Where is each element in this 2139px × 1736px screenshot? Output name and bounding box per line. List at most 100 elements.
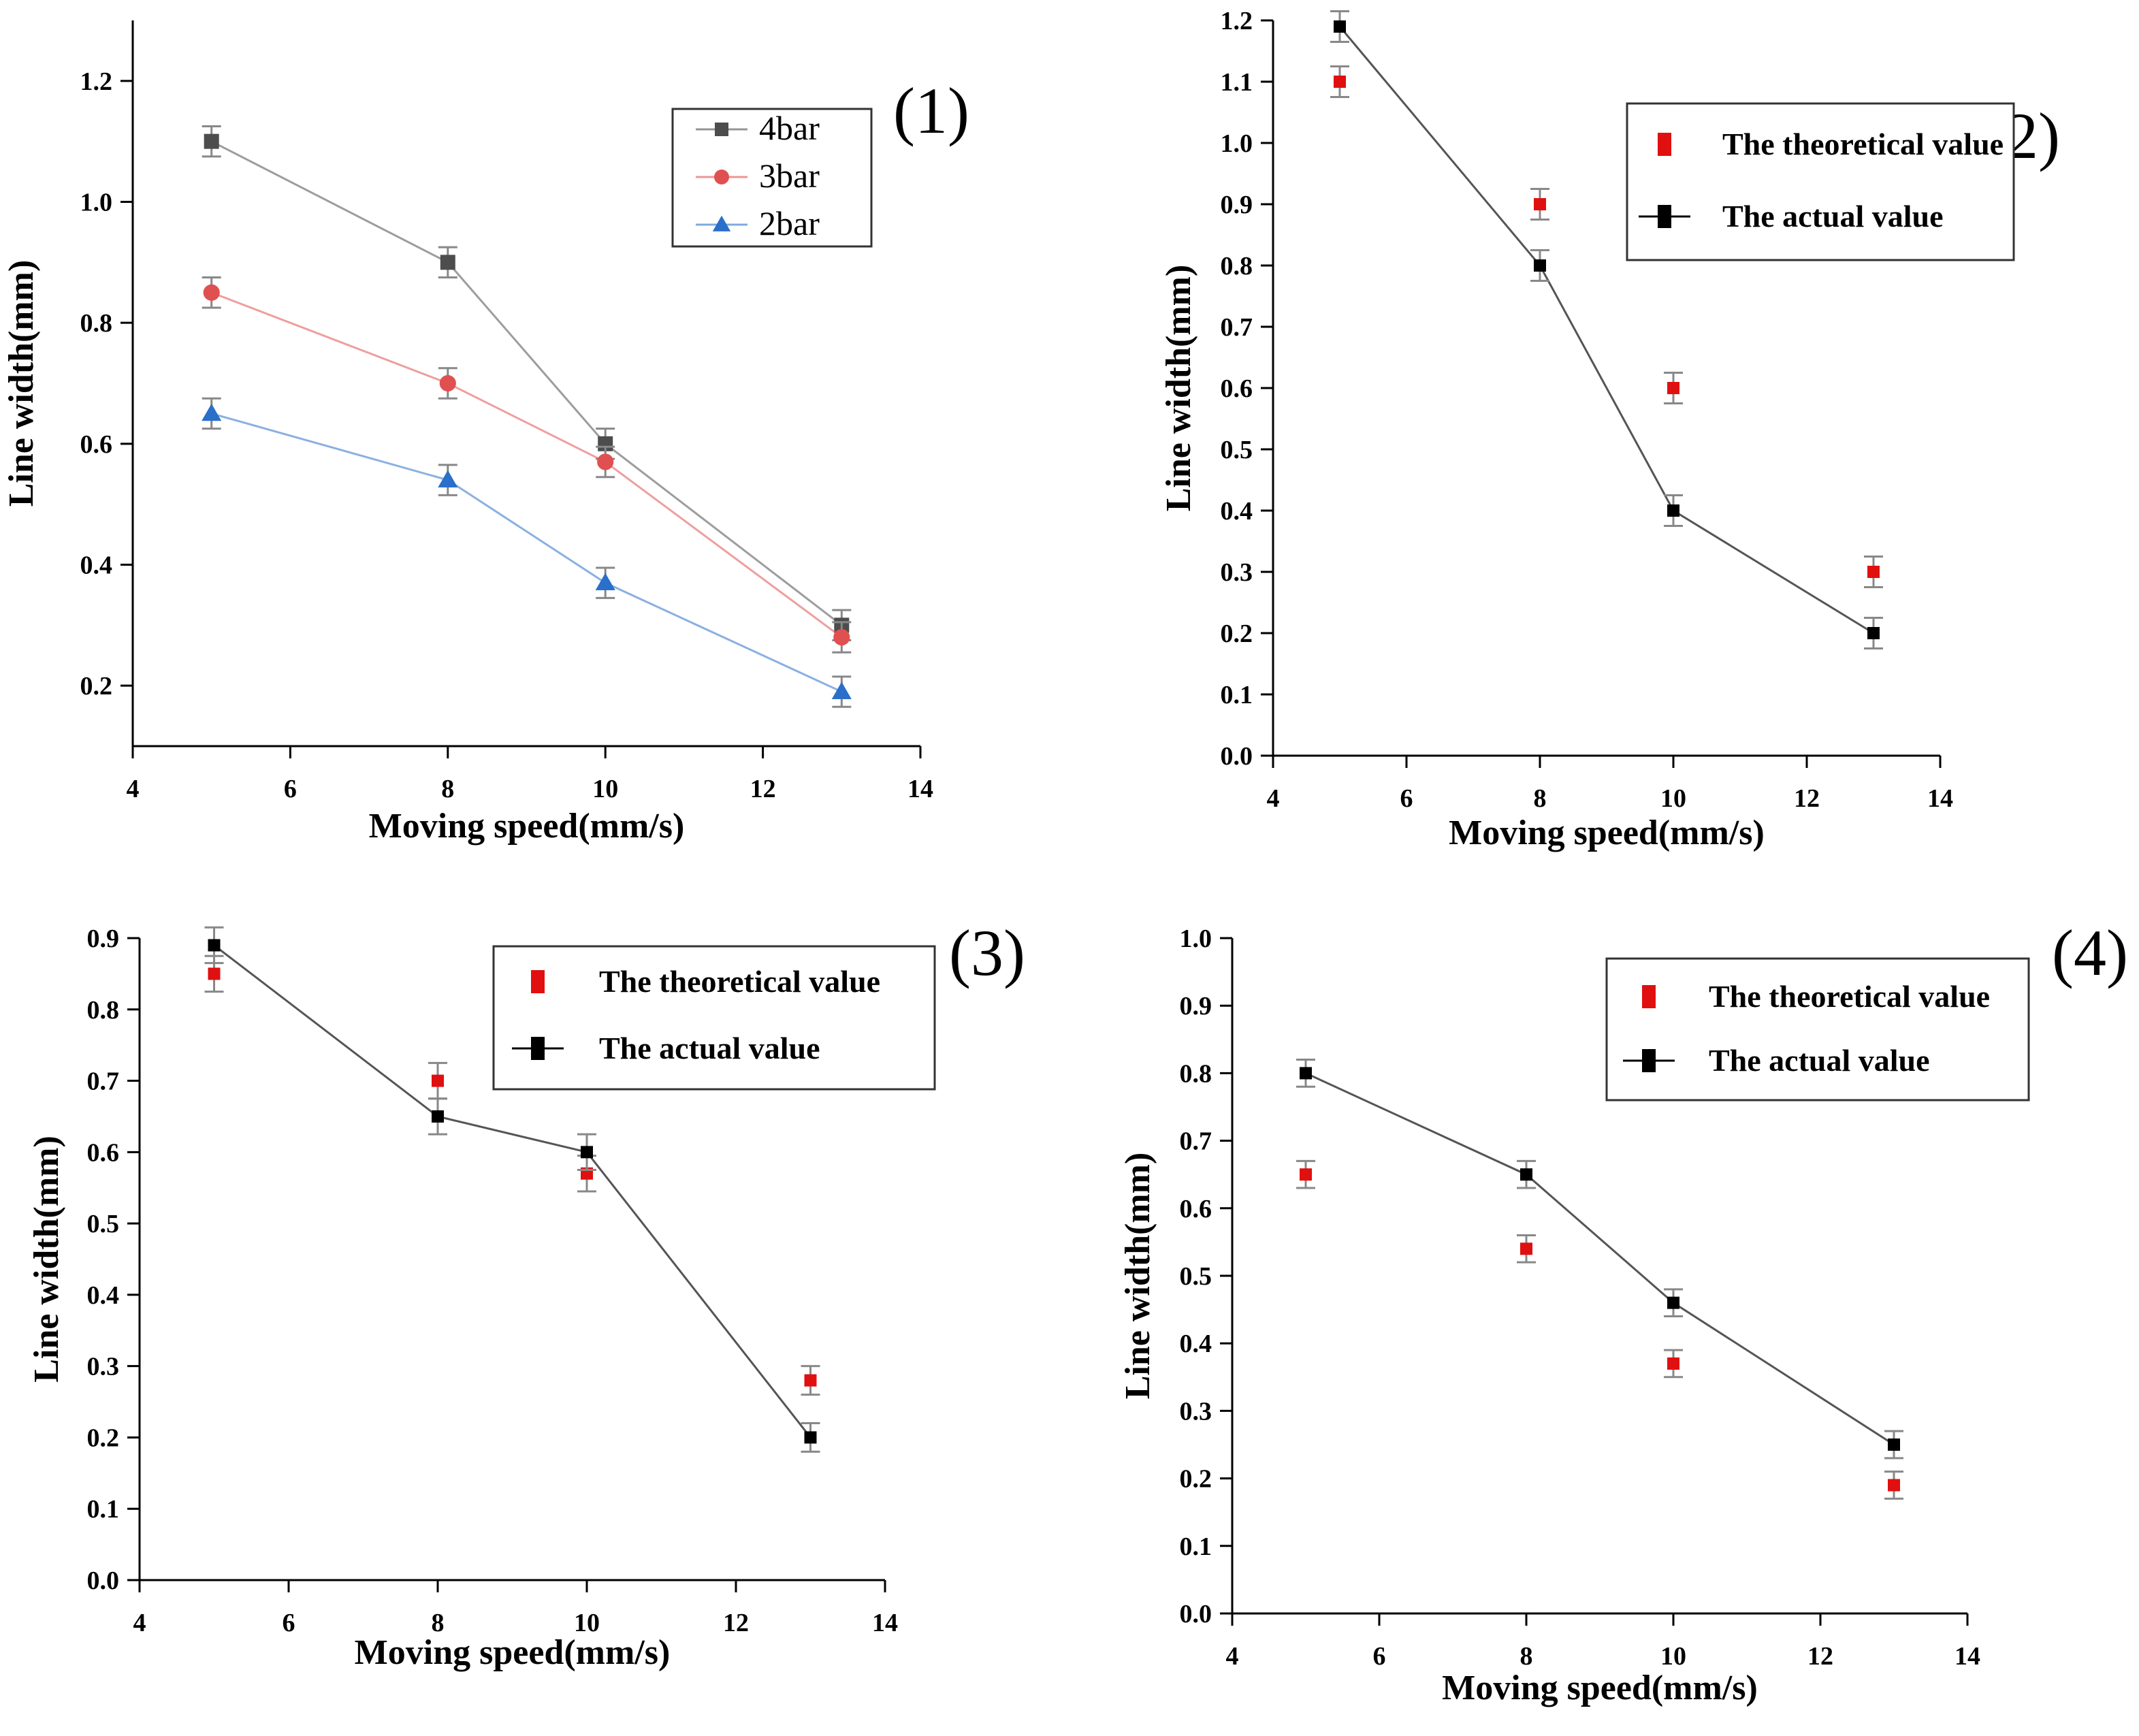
y-axis-title: Line width(mm) — [1159, 265, 1198, 512]
x-tick-label: 4 — [133, 1609, 146, 1637]
x-tick-label: 4 — [127, 775, 140, 803]
series-line — [1338, 26, 1874, 634]
y-tick-label: 0.2 — [1221, 620, 1253, 648]
y-tick-label: 0.8 — [87, 996, 120, 1025]
data-point — [1534, 259, 1546, 272]
legend-label: The actual value — [1709, 1043, 1930, 1078]
y-tick-label: 1.0 — [1180, 925, 1212, 953]
x-tick-label: 12 — [723, 1609, 749, 1637]
legend-label: The actual value — [599, 1031, 820, 1065]
x-tick-label: 4 — [1226, 1642, 1239, 1671]
y-tick-label: 0.4 — [1180, 1330, 1212, 1358]
legend: The theoretical value The actual value — [1626, 102, 2015, 261]
x-tick-label: 12 — [1807, 1642, 1833, 1671]
series-2bar — [202, 397, 852, 708]
panel-label: (3) — [949, 916, 1025, 989]
x-tick-label: 14 — [872, 1609, 898, 1637]
legend-marker — [1642, 1049, 1656, 1072]
y-tick-label: 1.2 — [1221, 7, 1253, 35]
y-tick-label: 0.9 — [1180, 992, 1212, 1020]
legend-item: 3bar — [696, 157, 820, 195]
x-tick-label: 4 — [1267, 784, 1280, 813]
y-tick-label: 0.2 — [1180, 1465, 1212, 1494]
legend-item: The actual value — [512, 1031, 820, 1065]
data-point — [432, 1110, 444, 1123]
data-point — [1520, 1168, 1532, 1181]
y-tick-label: 0.7 — [87, 1067, 120, 1096]
data-point — [208, 967, 221, 980]
series-the-theoretical-value — [1296, 1159, 1903, 1500]
data-point — [1867, 627, 1880, 639]
legend-marker — [531, 1037, 545, 1060]
y-tick-label: 0.2 — [87, 1424, 120, 1452]
series-line — [211, 291, 843, 639]
legend-label: The theoretical value — [599, 964, 880, 999]
data-point — [831, 681, 852, 699]
chart-panel-2: 4 6 8 10 12 14 0.0 0.1 0.2 0.3 0.4 0.5 0.6 0.7 0.8 0.9 1… — [1159, 7, 2060, 852]
data-point — [1667, 1357, 1679, 1370]
y-tick-label: 0.5 — [87, 1210, 120, 1238]
x-tick-label: 14 — [907, 775, 933, 803]
y-tick-label: 0.8 — [1180, 1059, 1212, 1088]
x-tick-label: 10 — [574, 1609, 600, 1637]
x-tick-label: 10 — [592, 775, 618, 803]
y-tick-label: 0.4 — [80, 551, 113, 580]
data-point — [1867, 566, 1880, 578]
legend-marker — [1642, 985, 1656, 1008]
x-axis-title: Moving speed(mm/s) — [355, 1633, 671, 1672]
legend-marker — [531, 970, 545, 993]
x-tick-label: 8 — [432, 1609, 445, 1637]
data-point — [1520, 1242, 1532, 1255]
legend-label: 2bar — [759, 204, 820, 242]
y-tick-label: 0.6 — [87, 1138, 120, 1167]
legend-item: The theoretical value — [1658, 127, 2004, 161]
y-tick-label: 0.9 — [1221, 191, 1253, 219]
series-the-actual-value — [204, 926, 820, 1453]
y-axis-title: Line width(mm) — [1119, 1153, 1157, 1400]
x-tick-label: 6 — [283, 1609, 295, 1637]
x-tick-label: 10 — [1660, 1642, 1686, 1671]
series-the-actual-value — [1330, 10, 1883, 649]
y-tick-label: 0.0 — [87, 1566, 120, 1595]
x-axis-title: Moving speed(mm/s) — [1449, 814, 1765, 852]
legend-item: 4bar — [696, 109, 820, 147]
y-tick-label: 0.6 — [1221, 374, 1253, 403]
x-tick-label: 12 — [750, 775, 776, 803]
data-point — [804, 1374, 817, 1387]
x-tick-label: 12 — [1794, 784, 1820, 813]
data-point — [1534, 198, 1546, 210]
data-point — [439, 374, 456, 392]
y-tick-label: 0.8 — [80, 309, 113, 338]
y-tick-label: 0.1 — [87, 1495, 120, 1524]
y-tick-label: 0.0 — [1221, 742, 1253, 771]
y-tick-label: 0.4 — [1221, 497, 1253, 526]
legend-box — [1605, 957, 2030, 1102]
x-tick-label: 8 — [1534, 784, 1547, 813]
y-axis-title: Line width(mm) — [2, 260, 41, 507]
panel-label: (4) — [2052, 916, 2128, 989]
x-tick-label: 14 — [1955, 1642, 1980, 1671]
panel-label: (1) — [893, 74, 969, 147]
data-point — [1334, 76, 1346, 88]
x-tick-label: 8 — [441, 775, 454, 803]
data-point — [1667, 504, 1679, 517]
y-tick-label: 1.0 — [1221, 129, 1253, 158]
y-tick-label: 0.1 — [1180, 1532, 1212, 1561]
data-point — [1888, 1438, 1900, 1451]
legend-item: The theoretical value — [1642, 979, 1990, 1014]
y-tick-label: 1.1 — [1221, 68, 1253, 97]
series-line — [211, 140, 843, 626]
data-point — [204, 133, 219, 149]
legend-marker — [1658, 205, 1671, 228]
x-tick-label: 8 — [1520, 1642, 1533, 1671]
data-point — [1300, 1168, 1312, 1181]
x-axis-title: Moving speed(mm/s) — [1442, 1669, 1758, 1707]
y-tick-label: 0.3 — [1180, 1397, 1212, 1426]
legend-marker — [715, 123, 728, 136]
series-3bar — [202, 276, 852, 654]
data-point — [833, 629, 850, 646]
data-point — [440, 255, 455, 270]
chart-panel-4: 4 6 8 10 12 14 0.0 0.1 0.2 0.3 0.4 0.5 0.6 0.7 0.8 0.9 1… — [1119, 916, 2128, 1707]
legend-box — [1626, 102, 2015, 261]
y-tick-label: 0.2 — [80, 672, 113, 701]
